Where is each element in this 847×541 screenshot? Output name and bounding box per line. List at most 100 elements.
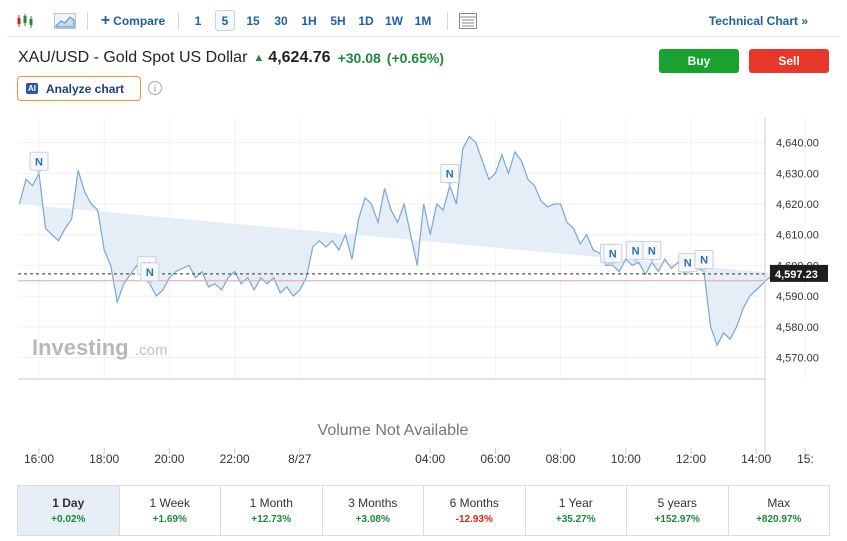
x-tick-label: 04:00	[415, 452, 445, 466]
period-label: Max	[767, 496, 791, 510]
toolbar-divider	[87, 12, 88, 30]
x-tick-label: 8/27	[288, 452, 312, 466]
news-marker-icon[interactable]: N	[694, 250, 714, 273]
x-tick-label: 14:00	[741, 452, 771, 466]
news-marker-icon[interactable]: N	[642, 240, 662, 264]
period-label: 1 Month	[249, 496, 293, 510]
news-marker-icon[interactable]: N	[603, 243, 623, 267]
period-tab-1-day[interactable]: 1 Day +0.02%	[18, 486, 120, 535]
candlestick-chart-icon[interactable]	[13, 5, 37, 36]
interval-1h[interactable]: 1H	[301, 13, 317, 28]
news-marker-label: N	[609, 248, 617, 260]
current-price-tag	[770, 264, 828, 282]
plus-icon: +	[100, 11, 111, 29]
news-marker-box	[642, 240, 662, 260]
last-price: 4,624.76	[268, 49, 331, 66]
interval-1m[interactable]: 1M	[414, 13, 432, 28]
interval-15[interactable]: 15	[246, 13, 260, 28]
current-price-tag-label: 4,597.23	[775, 269, 818, 281]
news-marker-pointer	[701, 268, 708, 273]
period-change: +35.27%	[555, 514, 596, 525]
toolbar-divider	[178, 12, 179, 30]
y-tick-label: 4,630.00	[776, 168, 819, 180]
interval-30[interactable]: 30	[274, 13, 288, 28]
period-tab-1-week[interactable]: 1 Week +1.69%	[120, 486, 221, 535]
period-tab-6-months[interactable]: 6 Months -12.93%	[424, 486, 526, 535]
period-tab-5-years[interactable]: 5 years +152.97%	[627, 486, 729, 535]
period-label: 1 Year	[558, 496, 593, 510]
news-marker-label: N	[648, 245, 656, 257]
news-marker-label: N	[146, 267, 154, 279]
buy-button[interactable]: Buy	[659, 49, 739, 73]
news-marker-pointer	[446, 182, 453, 187]
period-label: 6 Months	[449, 496, 499, 510]
interval-1w[interactable]: 1W	[385, 13, 403, 28]
period-tab-1-year[interactable]: 1 Year +35.27%	[526, 486, 627, 535]
price-change-percent: (+0.65%)	[386, 50, 444, 66]
news-marker-pointer	[36, 170, 42, 175]
period-label: 1 Day	[52, 496, 85, 510]
y-tick-label: 4,570.00	[776, 353, 819, 365]
compare-button[interactable]: + Compare	[96, 5, 170, 36]
period-tab-1-month[interactable]: 1 Month +12.73%	[221, 486, 323, 535]
period-change: +12.73%	[251, 514, 292, 525]
period-performance-bar: 1 Day +0.02% 1 Week +1.69% 1 Month +12.73% 3 M…	[17, 485, 830, 536]
period-tab-3-months[interactable]: 3 Months +3.08%	[323, 486, 424, 535]
period-label: 1 Week	[149, 496, 190, 510]
instrument-name: XAU/USD - Gold Spot US Dollar	[18, 49, 248, 66]
period-change: +0.02%	[51, 514, 86, 525]
x-tick-label: 12:00	[676, 452, 706, 466]
news-marker-pointer	[609, 262, 616, 267]
period-change: +820.97%	[756, 514, 802, 525]
technical-chart-link[interactable]: Technical Chart »	[708, 13, 808, 28]
area-chart-icon[interactable]	[52, 5, 78, 36]
watermark-logo: Investing	[32, 335, 129, 360]
toolbar-divider	[447, 12, 448, 30]
news-marker-icon[interactable]: N	[678, 253, 698, 276]
period-change: +3.08%	[355, 514, 390, 525]
news-marker-box	[29, 151, 49, 171]
y-tick-label: 4,580.00	[776, 322, 819, 334]
analyze-chart-button[interactable]: AI Analyze chart	[17, 76, 141, 101]
price-chart-svg[interactable]: Investing .com Volume Not Available 4,57…	[7, 108, 840, 475]
period-label: 5 years	[657, 496, 697, 510]
ai-badge-icon: AI	[26, 83, 38, 94]
y-tick-label: 4,610.00	[776, 230, 819, 242]
x-tick-label: 18:00	[89, 452, 119, 466]
period-tab-max[interactable]: Max +820.97%	[729, 486, 830, 535]
y-tick-label: 4,620.00	[776, 199, 819, 211]
x-tick-label: 10:00	[611, 452, 641, 466]
interval-1d[interactable]: 1D	[358, 13, 374, 28]
y-tick-label: 4,640.00	[776, 138, 819, 150]
price-change: +30.08	[337, 50, 381, 66]
news-marker-icon[interactable]: N	[440, 164, 460, 187]
analyze-chart-label: Analyze chart	[46, 81, 125, 96]
sell-button[interactable]: Sell	[749, 49, 829, 73]
price-chart[interactable]: Investing .com Volume Not Available 4,57…	[7, 108, 840, 475]
period-change: +1.69%	[152, 514, 187, 525]
news-marker-pointer	[632, 259, 639, 264]
news-marker-label: N	[684, 258, 692, 270]
news-marker-icon[interactable]: N	[29, 151, 49, 175]
price-area-fill	[19, 136, 783, 346]
x-tick-label: 08:00	[546, 452, 576, 466]
news-marker-icon[interactable]: N	[626, 240, 646, 264]
news-marker-label: N	[632, 245, 640, 257]
interval-5[interactable]: 5	[215, 10, 235, 31]
news-marker-label: N	[35, 156, 43, 168]
period-change: +152.97%	[654, 514, 700, 525]
news-marker-pointer	[648, 259, 655, 264]
table-view-icon[interactable]	[457, 5, 479, 36]
interval-1[interactable]: 1	[194, 13, 202, 28]
news-marker-icon[interactable]: N	[140, 262, 160, 285]
period-label: 3 Months	[348, 496, 398, 510]
interval-5h[interactable]: 5H	[330, 13, 346, 28]
news-marker-label: N	[700, 255, 708, 267]
news-marker-label: N	[446, 169, 454, 181]
up-arrow-icon: ▲	[253, 52, 265, 64]
x-tick-label: 20:00	[154, 452, 184, 466]
info-icon[interactable]: i	[148, 81, 162, 95]
y-tick-label: 4,590.00	[776, 291, 819, 303]
news-marker-pointer	[684, 271, 691, 276]
x-tick-label: 16:00	[24, 452, 54, 466]
